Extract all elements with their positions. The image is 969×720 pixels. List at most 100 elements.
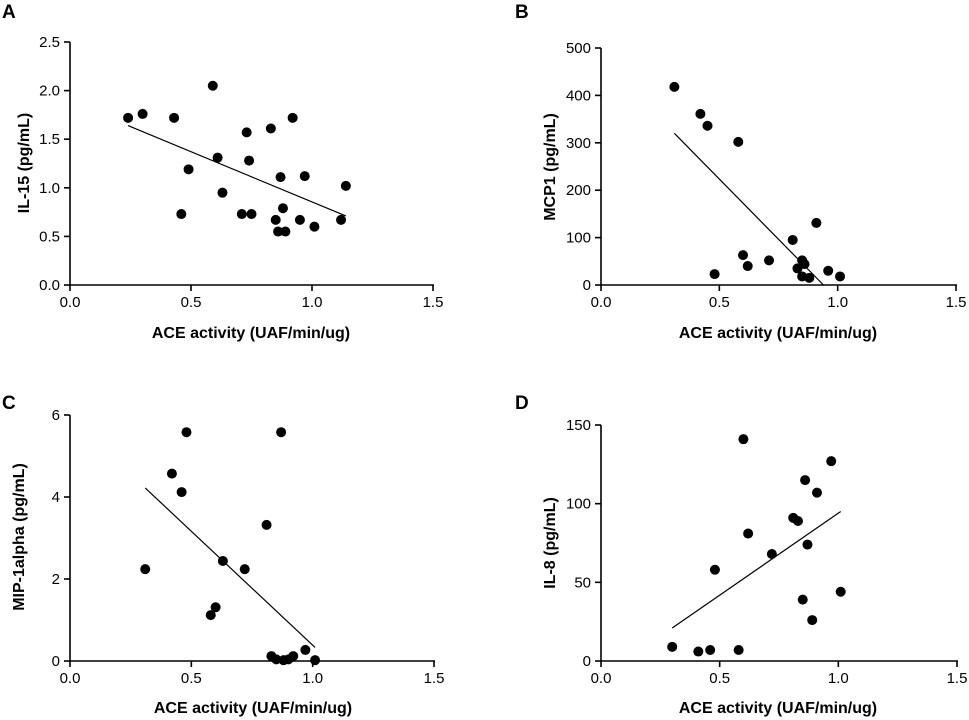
y-tick-label-b: 100 (566, 230, 591, 247)
data-point-a (241, 127, 252, 138)
y-tick-label-b: 0 (583, 277, 591, 294)
data-point-d (738, 434, 749, 445)
data-point-a (169, 112, 180, 123)
data-point-d (733, 644, 744, 655)
data-point-d (766, 549, 777, 560)
y-axis-title-b: MCP1 (pg/mL) (542, 113, 559, 221)
data-point-a (273, 226, 284, 237)
data-point-a (309, 221, 320, 232)
panel-letter-d: D (515, 393, 529, 414)
x-tick-label-d: 1.0 (828, 670, 849, 687)
y-tick-label-a: 1.5 (39, 131, 60, 148)
data-point-b (702, 120, 713, 131)
data-point-d (709, 564, 720, 575)
data-point-a (244, 155, 255, 166)
x-tick-label-c: 1.5 (424, 670, 445, 687)
data-point-b (742, 261, 753, 272)
regression-line-d (671, 511, 842, 629)
x-tick-label-a: 1.5 (423, 294, 444, 311)
panel-b: B MCP1 (pg/mL) ACE activity (UAF/min/ug)… (515, 2, 966, 342)
y-axis-title-d: IL-8 (pg/mL) (542, 497, 559, 589)
data-point-c (239, 564, 250, 575)
data-point-c (310, 655, 321, 666)
y-tick-label-d: 50 (574, 574, 591, 591)
y-tick-label-b: 500 (566, 40, 591, 57)
x-tick-label-c: 0.0 (60, 670, 81, 687)
regression-line-a (127, 125, 347, 217)
data-point-a (137, 108, 148, 119)
data-point-a (294, 214, 305, 225)
y-tick-label-d: 100 (566, 496, 591, 513)
data-point-a (299, 171, 310, 182)
data-point-c (288, 651, 299, 662)
y-tick-label-c: 6 (52, 407, 60, 424)
x-axis-title-a: ACE activity (UAF/min/ug) (152, 325, 350, 342)
data-point-c (176, 487, 187, 498)
panel-letter-b: B (515, 2, 529, 23)
data-point-a (275, 172, 286, 183)
data-point-c (166, 468, 177, 479)
y-tick-label-a: 0.5 (39, 228, 60, 245)
plot-area-c: 0.0 0.5 1.0 1.5 0 2 4 6 (52, 407, 445, 687)
data-point-b (799, 259, 810, 270)
x-tick-label-a: 0.5 (181, 294, 202, 311)
x-tick-label-b: 0.5 (709, 294, 730, 311)
y-tick-label-c: 2 (52, 571, 60, 588)
data-point-a (123, 112, 134, 123)
panel-letter-a: A (2, 2, 16, 23)
x-tick-label-d: 0.5 (709, 670, 730, 687)
data-point-d (667, 641, 678, 652)
data-point-d (835, 586, 846, 597)
plot-area-d: 0.0 0.5 1.0 1.5 0 50 100 150 (566, 417, 967, 687)
data-point-a (280, 226, 291, 237)
panel-c: C MIP-1alpha (pg/mL) ACE activity (UAF/m… (2, 393, 444, 717)
data-point-a (270, 214, 281, 225)
data-point-c (205, 610, 216, 621)
data-point-d (811, 487, 822, 498)
data-point-d (705, 644, 716, 655)
x-tick-label-b: 1.0 (827, 294, 848, 311)
data-point-a (217, 187, 228, 198)
y-axis-title-c: MIP-1alpha (pg/mL) (11, 463, 28, 611)
y-tick-label-a: 2.0 (39, 83, 60, 100)
data-point-b (695, 108, 706, 119)
data-point-a (183, 164, 194, 175)
panel-a: A IL-15 (pg/mL) ACE activity (UAF/min/ug… (2, 2, 443, 342)
plot-area-b: 0.0 0.5 1.0 1.5 0 100 200 300 400 500 (566, 40, 966, 311)
x-tick-label-d: 1.5 (947, 670, 968, 687)
data-point-b (738, 250, 748, 261)
data-point-a (236, 209, 247, 220)
x-axis-title-c: ACE activity (UAF/min/ug) (154, 700, 352, 717)
x-tick-label-b: 1.5 (946, 294, 967, 311)
y-tick-label-b: 300 (566, 135, 591, 152)
data-point-b (811, 217, 822, 228)
data-point-a (207, 80, 218, 91)
x-tick-label-d: 0.0 (591, 670, 612, 687)
y-tick-label-a: 0.0 (39, 277, 60, 294)
data-point-d (792, 515, 803, 526)
y-tick-label-d: 0 (583, 653, 591, 670)
y-tick-label-b: 200 (566, 182, 591, 199)
data-point-b (823, 265, 834, 276)
data-point-c (140, 564, 151, 575)
data-point-b (733, 136, 744, 147)
data-point-a (340, 180, 351, 191)
y-tick-label-b: 400 (566, 87, 591, 104)
data-point-c (261, 519, 272, 530)
data-point-d (802, 539, 813, 550)
x-axis-title-d: ACE activity (UAF/min/ug) (679, 700, 877, 717)
data-point-c (300, 644, 311, 655)
data-point-a (287, 112, 298, 123)
data-point-a (212, 152, 223, 163)
x-axis-title-b: ACE activity (UAF/min/ug) (679, 325, 877, 342)
data-point-c (271, 654, 282, 665)
x-tick-label-c: 1.0 (302, 670, 323, 687)
y-axis-title-a: IL-15 (pg/mL) (16, 113, 33, 213)
data-point-d (826, 456, 837, 467)
x-tick-label-b: 0.0 (591, 294, 612, 311)
data-point-d (800, 475, 811, 486)
data-point-b (669, 81, 680, 92)
data-point-b (787, 234, 798, 245)
data-point-d (743, 528, 754, 539)
